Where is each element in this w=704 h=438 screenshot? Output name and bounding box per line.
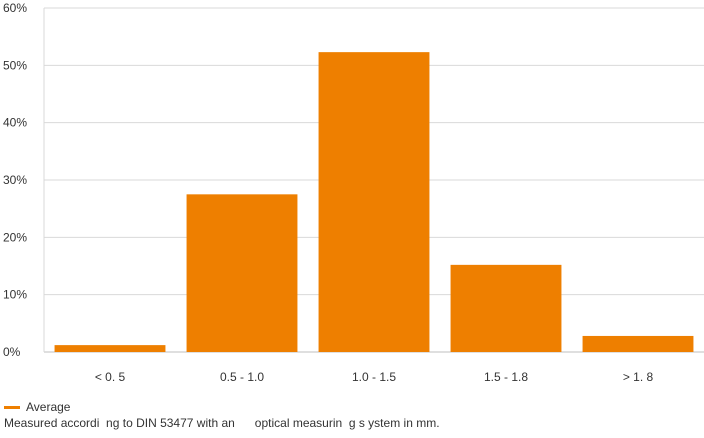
legend-swatch <box>4 405 20 409</box>
y-tick-label: 40% <box>3 116 27 130</box>
bar <box>186 194 298 352</box>
y-tick-label: 10% <box>3 288 27 302</box>
x-tick-label: 0.5 - 1.0 <box>220 370 264 384</box>
x-tick-label: > 1. 8 <box>623 370 654 384</box>
y-tick-label: 60% <box>3 1 27 15</box>
y-tick-label: 20% <box>3 230 27 244</box>
bar <box>582 335 694 352</box>
legend-label: Average <box>26 400 71 414</box>
y-tick-label: 30% <box>3 173 27 187</box>
footnote: Measured accordi ng to DIN 53477 with an… <box>4 416 440 430</box>
x-tick-label: 1.5 - 1.8 <box>484 370 528 384</box>
x-tick-label: < 0. 5 <box>95 370 126 384</box>
x-tick-label: 1.0 - 1.5 <box>352 370 396 384</box>
y-tick-label: 50% <box>3 58 27 72</box>
y-tick-label: 0% <box>3 345 21 359</box>
bar <box>54 345 166 352</box>
legend: Average <box>4 400 70 414</box>
bar <box>450 264 562 352</box>
bar <box>318 52 430 352</box>
